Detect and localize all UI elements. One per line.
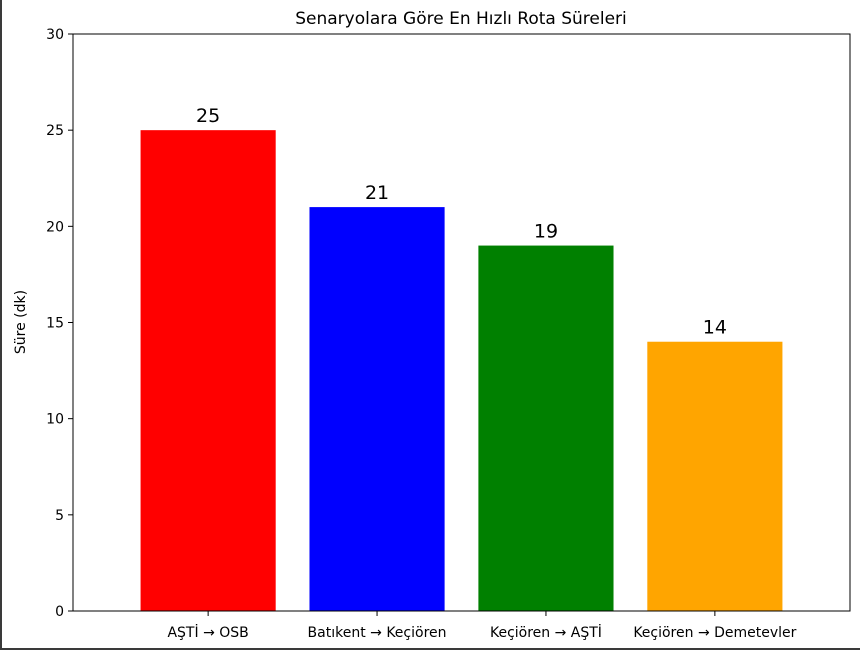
bar-value-label: 25 [196, 105, 220, 127]
bar-value-labels: 25 21 19 14 [196, 105, 727, 339]
y-tick-label: 5 [55, 508, 64, 524]
x-tick-label: Keçiören → Demetevler [633, 625, 796, 641]
x-tick-label: AŞTİ → OSB [167, 623, 248, 641]
y-tick-label: 10 [46, 412, 64, 428]
chart-title: Senaryolara Göre En Hızlı Rota Süreleri [295, 9, 627, 29]
y-tick-label: 20 [46, 219, 64, 235]
y-tick-label: 25 [46, 123, 64, 139]
bars [140, 130, 783, 612]
x-tick-label: Batıkent → Keçiören [308, 625, 447, 641]
bar-value-label: 14 [703, 317, 727, 339]
x-tick-label: Keçiören → AŞTİ [490, 623, 602, 641]
y-axis-ticks: 0 5 10 15 20 25 30 [46, 27, 73, 620]
bar-value-label: 19 [534, 221, 558, 243]
y-axis-label: Süre (dk) [13, 290, 29, 354]
x-axis-ticks: AŞTİ → OSB Batıkent → Keçiören Keçiören → … [167, 611, 797, 641]
bar [478, 245, 614, 612]
plot-area-frame [72, 33, 851, 612]
bar [647, 341, 783, 611]
bar [140, 130, 276, 611]
y-tick-label: 15 [46, 316, 64, 332]
y-tick-label: 30 [46, 27, 64, 43]
bar [309, 207, 445, 611]
y-tick-label: 0 [55, 604, 64, 620]
bar-value-label: 21 [365, 182, 389, 204]
